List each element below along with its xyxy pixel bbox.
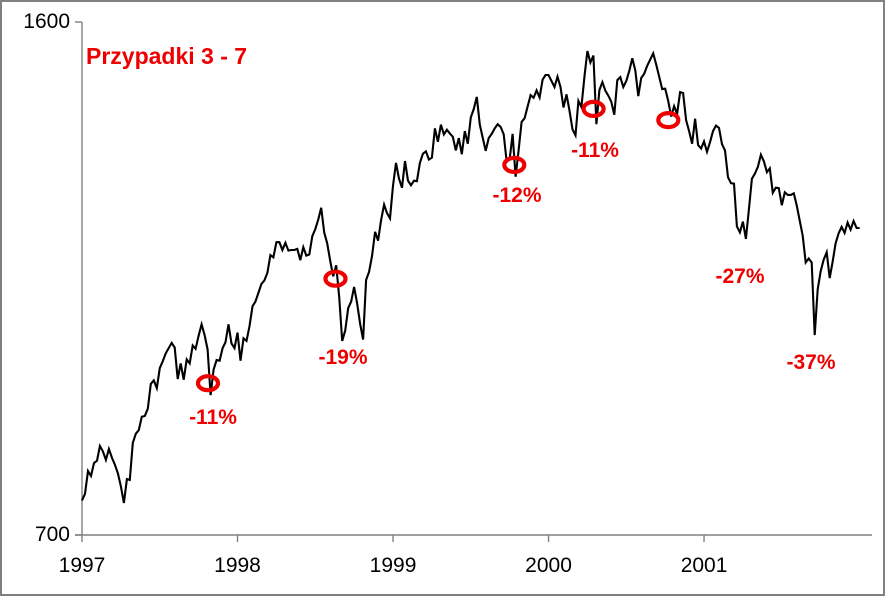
- chart-title: Przypadki 3 - 7: [86, 43, 248, 69]
- drawdown-circle: [581, 99, 606, 119]
- x-tick-label: 1997: [58, 554, 106, 577]
- drawdown-circle: [195, 374, 221, 393]
- x-tick-label: 1999: [369, 554, 417, 577]
- drawdown-label: -12%: [492, 184, 542, 207]
- y-tick-label: 700: [34, 523, 70, 546]
- drawdown-label: -27%: [715, 265, 765, 288]
- drawdown-label: -19%: [318, 346, 368, 369]
- x-tick-label: 1998: [214, 554, 261, 577]
- drawdown-label: -11%: [189, 406, 237, 429]
- price-line: [81, 50, 860, 504]
- drawdown-circle: [323, 269, 348, 288]
- y-tick-label: 1600: [23, 10, 70, 33]
- x-tick-label: 2001: [680, 554, 728, 577]
- drawdown-circle: [656, 110, 681, 130]
- x-tick-label: 2000: [525, 554, 572, 577]
- drawdown-label: -37%: [786, 351, 836, 374]
- drawdown-circle: [502, 155, 527, 174]
- drawdown-label: -11%: [571, 139, 619, 162]
